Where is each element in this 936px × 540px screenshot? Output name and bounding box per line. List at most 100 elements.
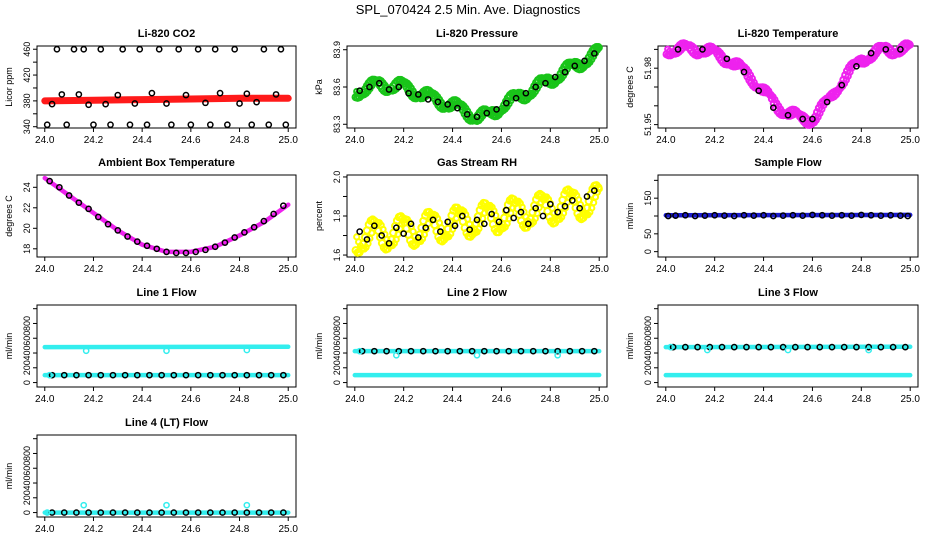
x-tick-label: 25.0 [589, 394, 609, 405]
data-point [463, 110, 471, 118]
data-point [133, 509, 141, 516]
y-tick-label: 0 [22, 510, 32, 515]
data-point [867, 211, 875, 219]
y-tick-label: 0 [22, 380, 32, 385]
data-point [73, 371, 80, 379]
data-point [97, 509, 105, 516]
data-point [243, 501, 251, 509]
data-point [371, 222, 378, 230]
x-tick-label: 24.2 [84, 264, 104, 275]
data-point [483, 109, 491, 117]
series-temperature-1-min [674, 46, 904, 123]
y-tick-label: 1.8 [332, 210, 342, 223]
data-point [473, 216, 481, 224]
data-point [818, 211, 826, 219]
data-point [94, 213, 102, 221]
data-point [505, 347, 513, 355]
data-point [170, 509, 178, 516]
x-tick-label: 24.2 [705, 394, 725, 405]
data-point [721, 212, 728, 219]
data-point [517, 347, 525, 355]
x-tick-label: 24.4 [132, 524, 152, 535]
x-tick-label: 24.0 [35, 135, 55, 146]
data-point [590, 50, 598, 57]
data-point [456, 347, 464, 355]
data-point [366, 83, 373, 91]
plot-frame [36, 434, 297, 518]
chart-panel-2: Li-820 Pressure 24.0 24.2 24.4 24.6 24.8 25.0 8… [314, 28, 609, 146]
data-point [730, 343, 738, 351]
y-axis-label: ml/min [625, 203, 635, 230]
data-point [419, 347, 427, 355]
data-point [363, 236, 371, 243]
data-point [424, 96, 432, 103]
data-point [429, 216, 437, 224]
data-point [804, 343, 811, 351]
x-tick-label: 24.2 [394, 394, 414, 405]
data-point [53, 45, 61, 53]
data-point [865, 346, 873, 354]
chart-panel-7: Line 1 Flow 24.0 24.2 24.4 24.6 24.8 25.0 0 2004… [4, 287, 298, 405]
data-point [838, 211, 846, 219]
data-point [224, 121, 231, 129]
data-point [182, 91, 190, 99]
data-point [97, 371, 105, 379]
data-point [85, 371, 92, 379]
y-tick-label: 51.95 [643, 113, 653, 136]
chart-title: Gas Stream RH [437, 157, 517, 169]
x-tick-label: 24.6 [803, 135, 823, 146]
data-point [554, 347, 562, 355]
data-point [561, 202, 569, 210]
data-point [46, 371, 53, 379]
data-point [90, 121, 97, 129]
data-point [194, 45, 202, 53]
data-point [532, 83, 540, 91]
data-point [277, 45, 285, 53]
series-pressure-2-5-min [351, 42, 603, 126]
data-point [703, 346, 711, 354]
y-tick-label: 2.0 [332, 171, 342, 184]
x-tick-label: 24.0 [345, 394, 365, 405]
data-point [107, 121, 114, 129]
data-point [392, 351, 400, 359]
data-point [551, 73, 559, 81]
data-point [136, 45, 144, 53]
series-temperature-2-5-min [662, 39, 914, 130]
data-point [146, 371, 153, 379]
y-tick-label: 460 [22, 42, 32, 57]
data-point [524, 220, 532, 228]
data-point [385, 86, 393, 93]
x-tick-label: 25.0 [589, 264, 609, 275]
x-tick-label: 24.8 [230, 264, 250, 275]
plot-frame [36, 304, 297, 388]
data-point [682, 211, 689, 219]
data-point [260, 45, 268, 53]
x-tick-label: 24.4 [443, 264, 463, 275]
chart-title: Li-820 CO2 [138, 28, 195, 40]
data-point [480, 347, 488, 355]
data-point [175, 45, 183, 53]
data-point [488, 210, 496, 218]
series-box-temp-2-5-min [42, 175, 291, 255]
chart-panel-10: Line 4 (LT) Flow 24.0 24.2 24.4 24.6 24.8 25.0… [4, 417, 298, 535]
x-tick-label: 24.6 [492, 135, 512, 146]
data-point [231, 371, 239, 379]
x-tick-label: 24.4 [132, 264, 152, 275]
data-point [143, 242, 151, 250]
data-point [85, 205, 92, 213]
data-point [740, 68, 748, 76]
x-tick-label: 24.6 [492, 394, 512, 405]
data-point [219, 509, 226, 516]
x-tick-label: 25.0 [278, 135, 298, 146]
x-tick-label: 25.0 [900, 394, 920, 405]
y-tick-label: 18 [22, 244, 32, 254]
data-point [502, 206, 510, 214]
data-point [163, 248, 170, 256]
data-point [444, 101, 452, 108]
data-point [243, 509, 251, 516]
data-point [432, 347, 439, 355]
data-point [857, 211, 865, 219]
data-point [82, 347, 90, 355]
data-point [414, 234, 422, 241]
data-point [571, 62, 579, 70]
